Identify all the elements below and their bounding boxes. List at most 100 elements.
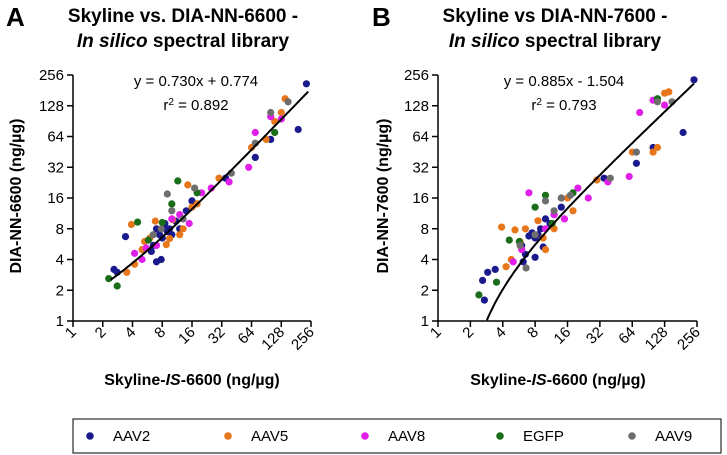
panel-a-point-aav5 — [123, 268, 131, 276]
panel-a-point-aav9 — [284, 98, 292, 106]
panel-b-title-line1: Skyline vs DIA-NN-7600 - — [443, 6, 668, 27]
panel-a-point-aav5 — [277, 108, 285, 117]
panel-b-x-tick-label: 4 — [492, 324, 510, 342]
panel-a-title-line2: In silico spectral library — [77, 31, 290, 52]
panel-b-point-aav8 — [625, 172, 633, 181]
panel-b-y-tick-label: 2 — [421, 282, 429, 299]
panel-a-letter: A — [6, 2, 25, 32]
panel-a-x-tick-label: 1 — [62, 324, 80, 342]
panel-a-fit-line — [110, 90, 309, 281]
panel-a-r-squared: r2 = 0.892 — [163, 97, 228, 115]
panel-b-point-aav8 — [584, 194, 592, 202]
panel-b-point-aav2 — [690, 76, 698, 84]
panel-b-point-aav5 — [511, 226, 519, 234]
panel-a-x-tick-label: 32 — [205, 324, 229, 348]
panel-b-point-egfp — [492, 278, 501, 286]
panel-b-letter: B — [372, 2, 391, 32]
panel-a-point-aav2 — [251, 153, 259, 161]
panel-b-point-aav5 — [593, 176, 601, 184]
panel-b-title-rest: spectral library — [520, 31, 662, 52]
panel-a-x-tick-label: 4 — [121, 324, 139, 342]
panel-a-x-tick-label: 16 — [175, 324, 199, 348]
panel-a-point-aav9 — [149, 231, 157, 239]
legend-label-aav8: AAV8 — [388, 428, 425, 445]
panel-b-y-tick-label: 64 — [412, 129, 429, 146]
panel-a-point-aav5 — [179, 225, 187, 233]
panel-a-y-tick-label: 4 — [56, 252, 64, 269]
panel-a-title-rest: spectral library — [148, 31, 290, 52]
panel-a-point-egfp — [113, 282, 121, 290]
panel-a-x-tick-label: 128 — [258, 324, 288, 354]
panel-a-point-aav9 — [191, 184, 199, 192]
panel-b-point-aav2 — [491, 265, 499, 273]
panel-b-point-aav9 — [557, 194, 565, 202]
panel-a-y-tick-label: 8 — [56, 221, 64, 238]
panel-b-x-tick-label: 2 — [459, 324, 477, 342]
panel-a-x-tick-label: 2 — [92, 324, 110, 342]
panel-b-point-aav2 — [541, 215, 550, 223]
panel-b-point-aav8 — [525, 189, 533, 197]
panel-a-x-tick-label: 64 — [235, 324, 259, 348]
panel-a-equation: y = 0.730x + 0.774 — [134, 73, 258, 90]
panel-a-point-aav2 — [152, 258, 161, 266]
panel-a-point-egfp — [168, 200, 176, 208]
legend-marker-egfp — [496, 432, 504, 440]
panel-b-point-aav9 — [516, 241, 524, 249]
panel-b-y-tick-label: 4 — [421, 252, 429, 269]
legend-box — [72, 418, 722, 454]
panel-a-point-aav8 — [185, 219, 193, 228]
panel-b-point-aav2 — [484, 268, 492, 276]
panel-a-y-axis-label: DIA-NN-6600 (ng/µg) — [8, 119, 25, 274]
panel-a-y-tick-label: 32 — [47, 159, 64, 176]
panel-a-point-aav5 — [184, 181, 192, 189]
panel-b-point-aav9 — [632, 148, 641, 156]
panel-a-point-aav5 — [176, 231, 184, 239]
legend: AAV2 AAV5 AAV8 EGFP AAV9 — [86, 428, 692, 445]
panel-b-point-aav9 — [653, 98, 662, 106]
panel-a-point-egfp — [174, 177, 182, 185]
panel-b-point-aav5 — [521, 225, 530, 233]
panel-b-point-aav8 — [560, 215, 569, 223]
panel-a-y-tick-label: 16 — [47, 190, 64, 207]
panel-a-title-italic: In silico — [77, 31, 148, 52]
panel-a-point-aav5 — [127, 220, 135, 229]
panel-b-point-aav5 — [541, 246, 550, 254]
panel-b-point-aav8 — [661, 101, 669, 109]
panel-b-x-tick-label: 16 — [551, 324, 575, 348]
panel-a-point-aav8 — [207, 184, 215, 192]
panel-a-point-aav8 — [245, 163, 253, 171]
panel-a-x-tick-label: 256 — [288, 324, 318, 354]
panel-b-y-tick-label: 1 — [421, 313, 429, 330]
panel-a-y-tick-label: 1 — [56, 313, 64, 330]
panel-a-point-aav2 — [294, 125, 302, 134]
panel-b-x-tick-label: 256 — [674, 324, 704, 354]
panel-b-y-tick-label: 32 — [412, 159, 429, 176]
panel-a-point-aav8 — [168, 215, 176, 223]
panel-b-point-aav2 — [557, 203, 565, 211]
panel-b-point-aav5 — [534, 217, 542, 225]
panel-b-title-italic: In silico — [449, 31, 520, 52]
panel-b-x-tick-label: 8 — [524, 324, 542, 342]
panel-b-point-aav8 — [636, 108, 644, 117]
legend-label-egfp: EGFP — [523, 428, 564, 445]
panel-b-point-egfp — [531, 203, 539, 211]
panel-b-point-egfp — [475, 291, 483, 299]
panel-b-equation: y = 0.885x - 1.504 — [504, 73, 625, 90]
legend-label-aav5: AAV5 — [251, 428, 288, 445]
panel-b-title-line2: In silico spectral library — [449, 31, 662, 52]
panel-a-point-egfp — [134, 218, 142, 226]
panel-b-point-aav2 — [479, 276, 487, 284]
legend-marker-aav8 — [361, 432, 369, 440]
panel-b-point-aav2 — [531, 253, 539, 261]
panel-a-point-aav8 — [225, 178, 233, 186]
panel-b-point-aav5 — [665, 88, 673, 96]
panel-b-x-axis-label: Skyline-IS-6600 (ng/µg) — [470, 372, 646, 389]
panel-b-point-aav8 — [574, 184, 582, 192]
panel-a-point-aav9 — [168, 207, 176, 215]
panel-a-x-axis-label: Skyline-IS-6600 (ng/µg) — [104, 372, 280, 389]
panel-b-point-aav8 — [509, 258, 517, 266]
panel-a-point-aav8 — [251, 128, 259, 137]
panel-b-y-tick-label: 16 — [412, 190, 429, 207]
